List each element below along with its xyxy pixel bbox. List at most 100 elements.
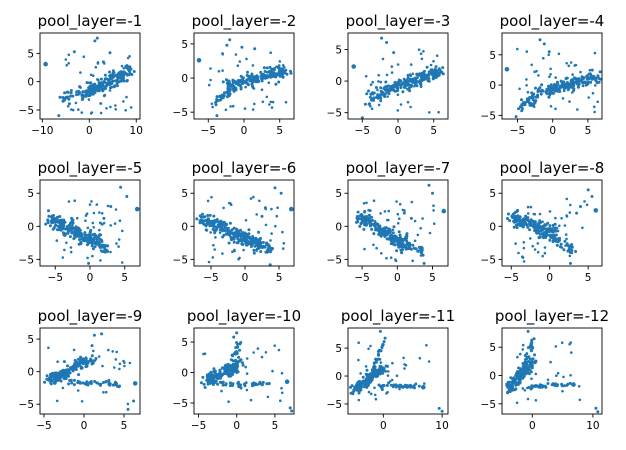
y-tick-label: −5 bbox=[327, 254, 342, 266]
data-point bbox=[71, 218, 75, 222]
data-point bbox=[75, 216, 79, 220]
data-point bbox=[364, 75, 368, 78]
data-point bbox=[428, 231, 432, 235]
data-point bbox=[228, 89, 232, 93]
data-point bbox=[538, 219, 542, 223]
data-point bbox=[565, 76, 569, 80]
data-point bbox=[72, 237, 76, 241]
data-point bbox=[226, 84, 230, 88]
data-point bbox=[411, 72, 415, 76]
data-point bbox=[237, 257, 240, 261]
data-point bbox=[434, 65, 438, 69]
data-point bbox=[59, 228, 63, 232]
data-point bbox=[376, 88, 379, 92]
data-point bbox=[284, 100, 288, 104]
y-tick-label: 0 bbox=[489, 221, 496, 233]
data-point bbox=[77, 357, 80, 361]
data-point bbox=[93, 359, 97, 362]
data-point bbox=[363, 211, 366, 214]
data-point bbox=[275, 65, 278, 69]
data-point bbox=[86, 226, 90, 230]
data-point bbox=[370, 215, 373, 219]
data-point bbox=[544, 223, 548, 227]
data-point bbox=[109, 250, 112, 254]
data-point bbox=[106, 244, 110, 248]
data-point bbox=[593, 84, 597, 87]
data-point bbox=[533, 361, 537, 365]
data-point bbox=[581, 84, 585, 88]
data-point bbox=[423, 382, 426, 385]
data-point bbox=[91, 247, 95, 251]
data-point bbox=[109, 80, 113, 84]
data-point bbox=[240, 240, 244, 244]
data-point bbox=[100, 332, 104, 336]
data-point bbox=[132, 381, 138, 386]
data-point bbox=[106, 204, 110, 208]
data-point bbox=[540, 384, 544, 388]
data-point bbox=[357, 381, 361, 385]
data-point bbox=[116, 80, 120, 84]
data-point bbox=[61, 386, 65, 390]
data-point bbox=[530, 377, 533, 381]
data-point bbox=[387, 209, 391, 213]
data-point bbox=[525, 366, 528, 370]
data-point bbox=[86, 256, 89, 260]
data-point bbox=[514, 223, 518, 227]
data-point bbox=[222, 206, 225, 210]
x-tick-label: 0 bbox=[394, 272, 401, 284]
data-point bbox=[526, 355, 530, 359]
data-point bbox=[267, 81, 271, 84]
data-point bbox=[383, 210, 387, 213]
data-point bbox=[425, 65, 429, 69]
data-point bbox=[507, 212, 510, 216]
data-point bbox=[99, 102, 102, 105]
data-point bbox=[216, 225, 219, 229]
data-point bbox=[396, 93, 400, 97]
data-point bbox=[565, 237, 568, 241]
x-tick-label: −5 bbox=[48, 272, 63, 284]
data-point bbox=[212, 243, 215, 247]
data-point bbox=[596, 410, 600, 414]
data-point bbox=[370, 219, 374, 223]
data-point bbox=[121, 71, 125, 75]
y-tick-label: 5 bbox=[27, 334, 34, 346]
data-point bbox=[396, 222, 400, 225]
data-point bbox=[67, 382, 71, 386]
data-point bbox=[98, 228, 101, 232]
data-point bbox=[110, 77, 113, 81]
data-point bbox=[199, 381, 203, 385]
data-point bbox=[271, 100, 275, 104]
data-point bbox=[212, 367, 216, 371]
data-point bbox=[260, 77, 263, 81]
data-point bbox=[534, 95, 538, 99]
data-point bbox=[586, 188, 590, 192]
data-point bbox=[274, 72, 278, 76]
data-point bbox=[242, 382, 246, 386]
data-point bbox=[531, 244, 534, 248]
data-point bbox=[372, 199, 376, 202]
data-point bbox=[416, 249, 420, 253]
data-point bbox=[363, 220, 366, 224]
data-point bbox=[419, 52, 423, 55]
data-point bbox=[544, 236, 548, 239]
data-point bbox=[557, 52, 561, 56]
data-point bbox=[104, 77, 108, 81]
data-point bbox=[50, 220, 54, 224]
subplot-title: pool_layer=-8 bbox=[500, 159, 605, 178]
data-point bbox=[385, 73, 389, 77]
data-point bbox=[554, 226, 558, 230]
data-point bbox=[236, 229, 240, 233]
data-point bbox=[391, 228, 395, 232]
data-point bbox=[208, 376, 212, 380]
axes-frame bbox=[193, 179, 295, 267]
data-point bbox=[88, 203, 92, 206]
axes-frame bbox=[193, 327, 295, 415]
data-point bbox=[533, 213, 537, 216]
data-point bbox=[379, 99, 383, 103]
data-point bbox=[114, 382, 118, 386]
data-point bbox=[97, 355, 101, 358]
data-point bbox=[132, 399, 136, 403]
subplot-title: pool_layer=-12 bbox=[495, 307, 609, 326]
data-point bbox=[511, 385, 515, 388]
data-point bbox=[367, 213, 371, 217]
